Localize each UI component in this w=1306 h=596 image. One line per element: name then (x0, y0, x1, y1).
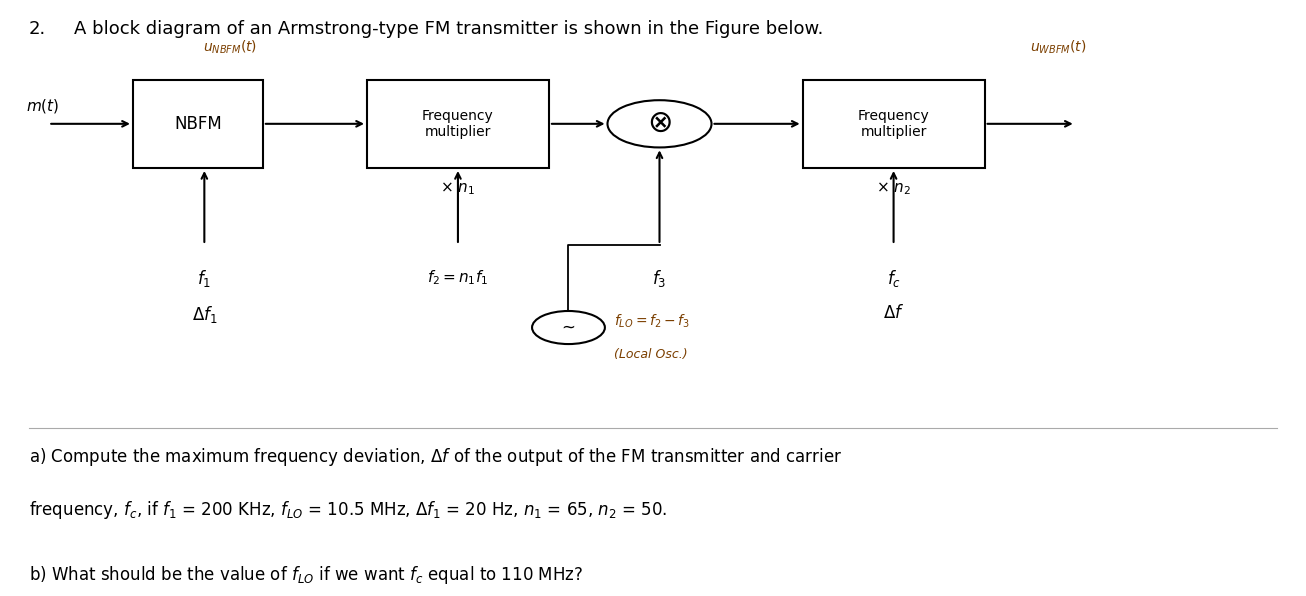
Text: $f_c$: $f_c$ (887, 268, 901, 290)
Text: 2.: 2. (29, 20, 46, 39)
Text: $f_{LO} = f_2 - f_3$: $f_{LO} = f_2 - f_3$ (614, 313, 690, 330)
Text: $\otimes$: $\otimes$ (648, 109, 671, 138)
Text: ~: ~ (562, 318, 576, 337)
Text: Frequency
multiplier: Frequency multiplier (858, 108, 930, 139)
Text: $\times\ n_1$: $\times\ n_1$ (440, 180, 475, 197)
Text: $\times\ n_2$: $\times\ n_2$ (876, 180, 912, 197)
Text: $u_{NBFM}(t)$: $u_{NBFM}(t)$ (204, 39, 257, 56)
Text: a) Compute the maximum frequency deviation, $\Delta f$ of the output of the FM t: a) Compute the maximum frequency deviati… (29, 446, 842, 468)
Text: $\Delta f$: $\Delta f$ (883, 304, 904, 322)
Text: $f_3$: $f_3$ (652, 268, 666, 290)
Text: $f_1$: $f_1$ (197, 268, 212, 290)
Text: $\Delta f_1$: $\Delta f_1$ (192, 304, 217, 325)
Text: (Local Osc.): (Local Osc.) (614, 347, 688, 361)
FancyBboxPatch shape (133, 79, 263, 168)
Text: $u_{WBFM}(t)$: $u_{WBFM}(t)$ (1030, 39, 1087, 56)
Text: A block diagram of an Armstrong-type FM transmitter is shown in the Figure below: A block diagram of an Armstrong-type FM … (74, 20, 824, 39)
Text: b) What should be the value of $f_{LO}$ if we want $f_c$ equal to 110 MHz?: b) What should be the value of $f_{LO}$ … (29, 564, 582, 586)
Text: frequency, $f_c$, if $f_1$ = 200 KHz, $f_{LO}$ = 10.5 MHz, $\Delta f_1$ = 20 Hz,: frequency, $f_c$, if $f_1$ = 200 KHz, $f… (29, 499, 667, 521)
Text: Frequency
multiplier: Frequency multiplier (422, 108, 494, 139)
FancyBboxPatch shape (367, 79, 549, 168)
Circle shape (532, 311, 605, 344)
Text: $m(t)$: $m(t)$ (26, 97, 60, 115)
Circle shape (607, 100, 712, 147)
FancyBboxPatch shape (803, 79, 985, 168)
Text: $f_2 = n_1 f_1$: $f_2 = n_1 f_1$ (427, 268, 488, 287)
Text: NBFM: NBFM (174, 115, 222, 133)
